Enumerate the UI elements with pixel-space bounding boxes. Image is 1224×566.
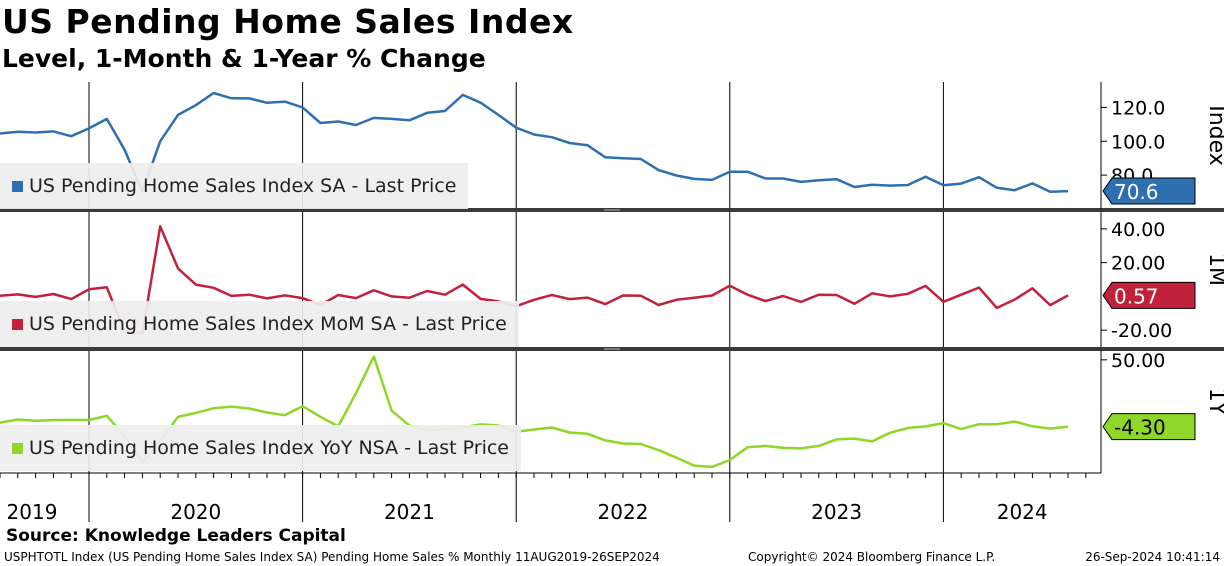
x-tick-label: 2023 (811, 500, 862, 524)
last-value-tag (1102, 177, 1196, 205)
series-line-yoy (0, 355, 1069, 469)
source-note: Source: Knowledge Leaders Capital (6, 526, 346, 546)
last-value-tag (1102, 413, 1196, 441)
legend-label-yoy: US Pending Home Sales Index YoY NSA - La… (29, 437, 509, 459)
legend-swatch-yoy (12, 442, 23, 454)
y-tick-label: 120.0 (1111, 97, 1165, 119)
chart-title: US Pending Home Sales Index (2, 2, 574, 41)
x-tick-label: 2024 (997, 500, 1048, 524)
x-tick-label: 2021 (384, 500, 435, 524)
x-tick-label: 2022 (598, 500, 649, 524)
x-tick-label: 2019 (7, 500, 58, 524)
legend-label-index: US Pending Home Sales Index SA - Last Pr… (29, 175, 457, 197)
legend-swatch-index (12, 180, 23, 192)
copyright: Copyright© 2024 Bloomberg Finance L.P. (748, 550, 996, 564)
axis-layer: 2019 2020 2021 2022 2023 2024120.0100.080.0In… (0, 82, 1224, 524)
last-value-label: -4.30 (1114, 416, 1166, 440)
ticker-info: USPHTOTL Index (US Pending Home Sales In… (4, 550, 660, 564)
y-tick-label: 20.00 (1111, 253, 1165, 275)
last-value-label: 70.6 (1114, 180, 1159, 204)
series-line-index (0, 91, 1069, 193)
legend-index: US Pending Home Sales Index SA - Last Pr… (0, 163, 469, 209)
y-axis-title: Index (1204, 105, 1224, 166)
x-tick-label: 2020 (170, 500, 221, 524)
y-tick-label: -20.00 (1111, 320, 1172, 342)
y-tick-label: 100.0 (1111, 131, 1165, 153)
last-value-tag (1102, 281, 1196, 309)
legend-label-mom: US Pending Home Sales Index MoM SA - Las… (29, 313, 507, 335)
last-value-label: 0.57 (1114, 284, 1159, 308)
y-axis-title: 1Y (1204, 388, 1224, 416)
y-tick-label: 50.00 (1111, 350, 1165, 372)
timestamp: 26-Sep-2024 10:41:14 (1085, 550, 1220, 564)
legend-mom: US Pending Home Sales Index MoM SA - Las… (0, 301, 519, 347)
chart-subtitle: Level, 1-Month & 1-Year % Change (2, 44, 486, 73)
series-line-mom (0, 225, 1069, 335)
legend-swatch-mom (12, 318, 23, 330)
y-tick-label: 40.00 (1111, 219, 1165, 241)
series-layer (0, 91, 1069, 469)
y-axis-title: 1M (1204, 253, 1224, 286)
legend-yoy: US Pending Home Sales Index YoY NSA - La… (0, 425, 521, 471)
